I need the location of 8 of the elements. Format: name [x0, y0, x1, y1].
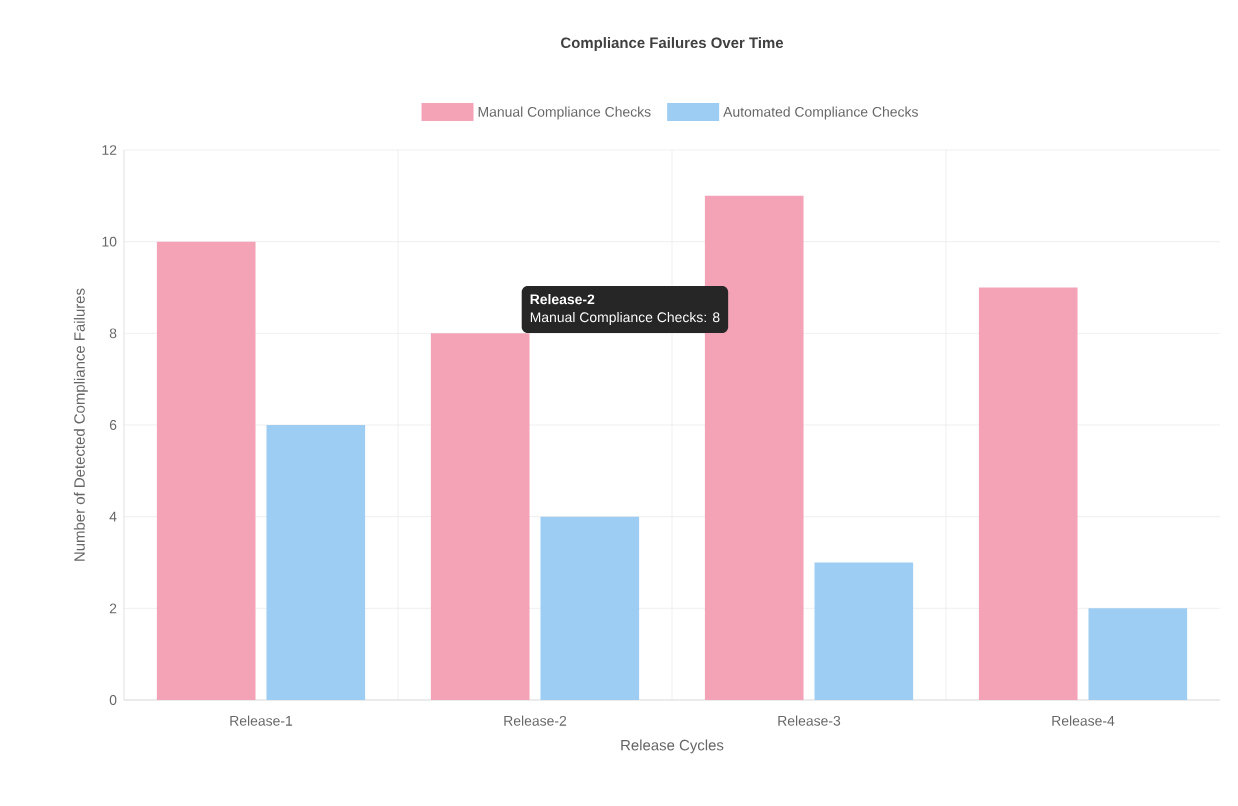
bar — [156, 241, 256, 700]
bar — [540, 516, 640, 700]
bar — [430, 333, 530, 700]
bar — [704, 195, 804, 700]
bar — [266, 424, 366, 700]
bar — [978, 287, 1078, 700]
bar — [814, 562, 914, 700]
bar — [1088, 608, 1188, 700]
